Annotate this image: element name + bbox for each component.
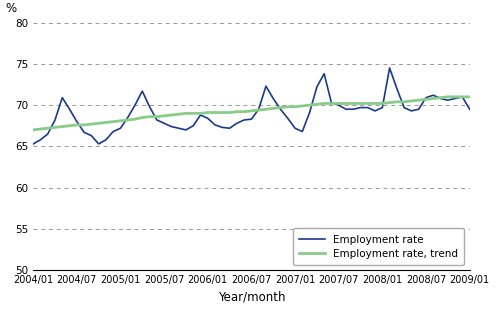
Employment rate xyxy=(118,126,124,130)
Employment rate xyxy=(183,128,189,132)
Employment rate, trend xyxy=(263,107,269,111)
Employment rate xyxy=(292,126,298,130)
Employment rate xyxy=(263,84,269,88)
Line: Employment rate: Employment rate xyxy=(33,68,470,144)
Employment rate, trend xyxy=(292,105,298,109)
Employment rate, trend xyxy=(445,95,451,99)
Y-axis label: %: % xyxy=(6,2,17,15)
Employment rate xyxy=(386,66,392,70)
Employment rate, trend xyxy=(408,99,414,103)
Line: Employment rate, trend: Employment rate, trend xyxy=(33,97,470,130)
Legend: Employment rate, Employment rate, trend: Employment rate, Employment rate, trend xyxy=(292,228,465,265)
Employment rate xyxy=(467,107,473,111)
Employment rate, trend xyxy=(467,95,473,99)
Employment rate xyxy=(416,107,422,111)
X-axis label: Year/month: Year/month xyxy=(218,291,285,304)
Employment rate xyxy=(132,103,138,107)
Employment rate, trend xyxy=(183,111,189,115)
Employment rate xyxy=(30,142,36,146)
Employment rate, trend xyxy=(132,117,138,121)
Employment rate, trend xyxy=(118,119,124,123)
Employment rate, trend xyxy=(30,128,36,132)
